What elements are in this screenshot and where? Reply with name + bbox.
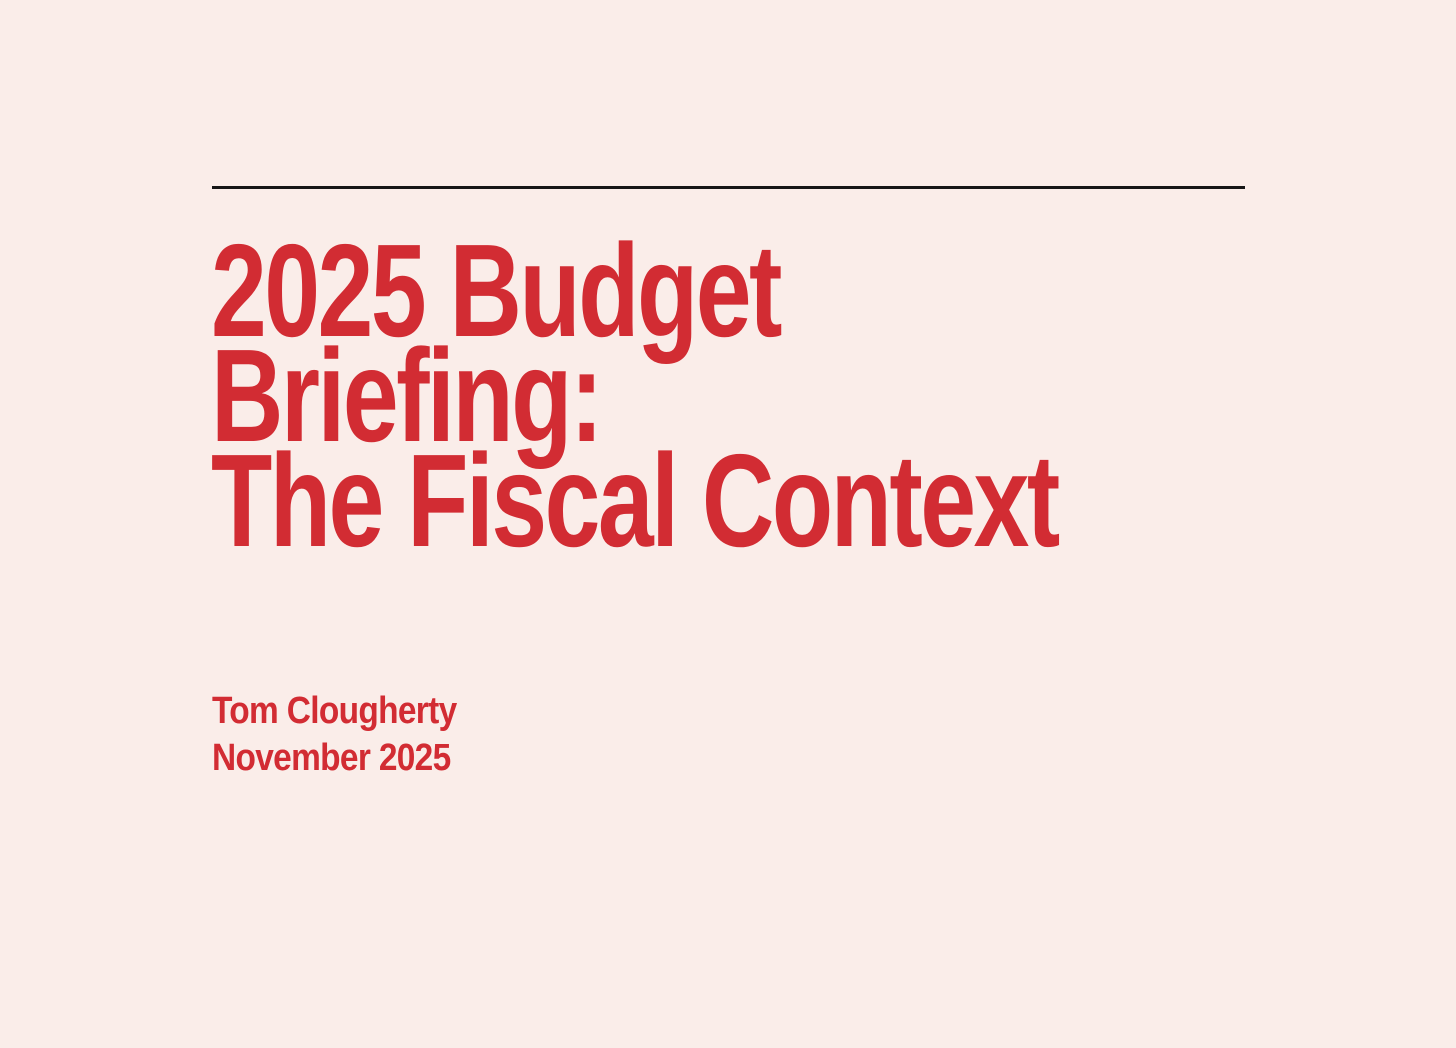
byline: Tom Clougherty November 2025 <box>212 688 457 782</box>
presentation-date: November 2025 <box>212 737 451 779</box>
slide-title-line-3: The Fiscal Context <box>211 427 1060 574</box>
author-name: Tom Clougherty <box>212 690 457 732</box>
slide-title: 2025 Budget Briefing: The Fiscal Context <box>211 217 1060 574</box>
top-rule-divider <box>212 186 1245 189</box>
slide-title-line-1: 2025 Budget <box>211 217 782 364</box>
slide-title-line-2: Briefing: <box>211 322 603 469</box>
